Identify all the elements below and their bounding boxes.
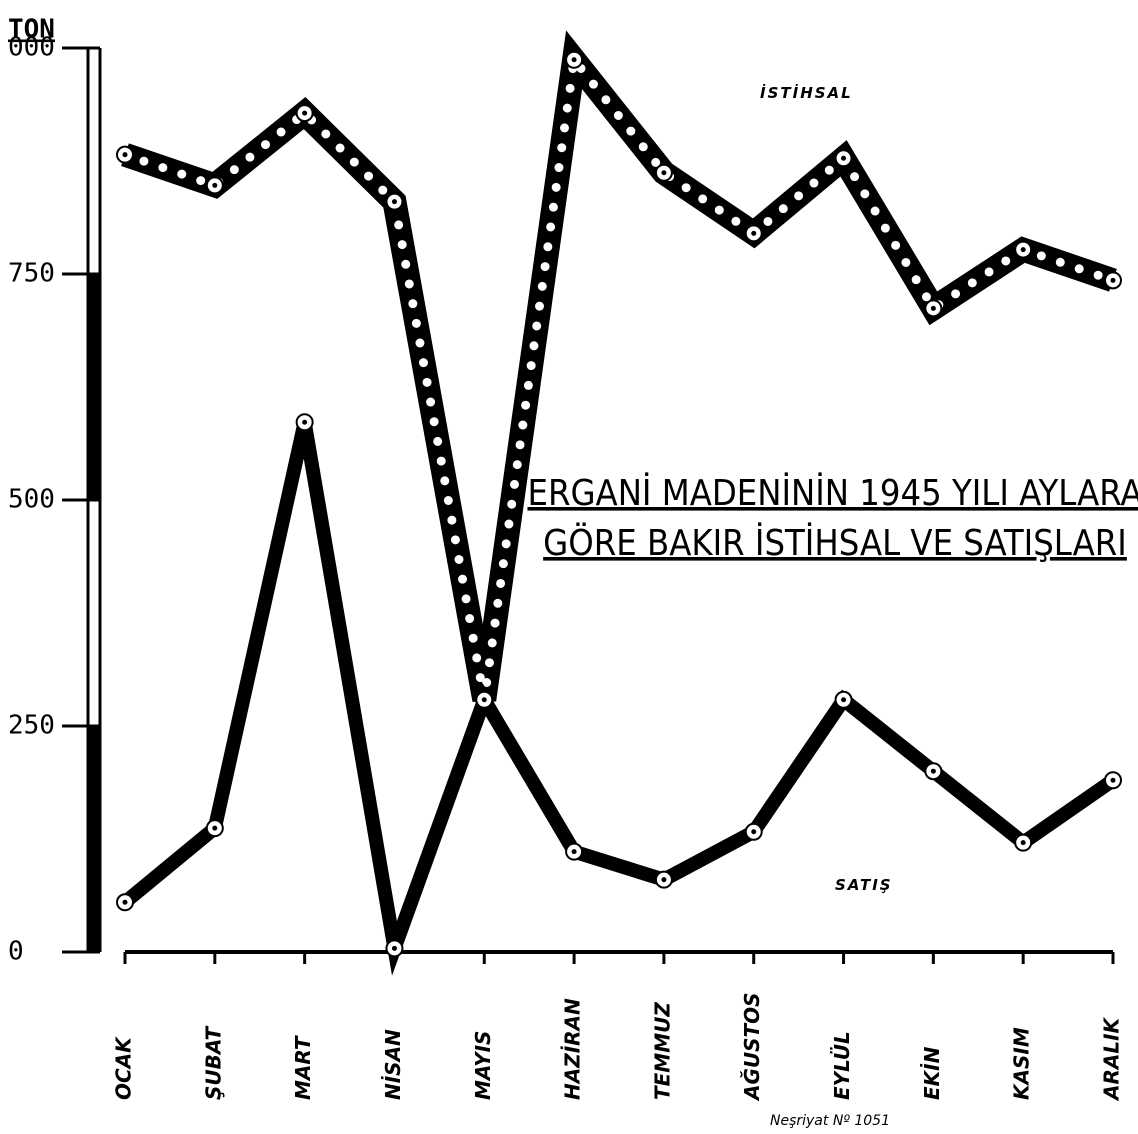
point-dot	[302, 419, 308, 425]
axis-band	[88, 726, 100, 952]
y-axis-label: TON	[8, 15, 55, 45]
point-dot	[571, 849, 577, 855]
point-dot	[751, 230, 757, 236]
series-line	[121, 30, 1117, 702]
point-dot	[841, 155, 847, 161]
axis-band	[88, 274, 100, 500]
point-dot	[481, 697, 487, 703]
note: Neşriyat Nº 1051	[770, 1113, 890, 1129]
point-dot	[930, 305, 936, 311]
x-tick-label: OCAK	[112, 1036, 136, 1100]
x-tick-label: EKİN	[920, 1046, 944, 1100]
x-tick-label: MAYIS	[471, 1031, 495, 1100]
point-dot	[391, 199, 397, 205]
x-tick-label: MART	[291, 1035, 315, 1100]
y-tick-label: 750	[8, 259, 55, 289]
chart-title: GÖRE BAKIR İSTİHSAL VE SATIŞLARI	[543, 522, 1127, 564]
series-line	[120, 420, 1117, 976]
point-dot	[1110, 277, 1116, 283]
point-dot	[1020, 247, 1026, 253]
x-tick-label: ARALIK	[1100, 1016, 1124, 1102]
y-tick-label: 500	[8, 485, 55, 515]
point-dot	[122, 152, 128, 158]
series-label: SATIŞ	[835, 876, 893, 894]
x-tick-label: ŞUBAT	[201, 1026, 225, 1100]
series-label: İSTİHSAL	[760, 83, 853, 102]
x-tick-label: TEMMUZ	[650, 1002, 674, 1100]
point-dot	[1020, 840, 1026, 846]
y-tick-label: 0	[8, 937, 24, 967]
point-dot	[661, 877, 667, 883]
point-dot	[1110, 777, 1116, 783]
point-dot	[571, 57, 577, 63]
y-tick-label: 250	[8, 711, 55, 741]
point-dot	[391, 945, 397, 951]
x-tick-label: EYLÜL	[830, 1031, 854, 1100]
point-dot	[661, 170, 667, 176]
point-dot	[302, 110, 308, 116]
x-tick-label: HAZİRAN	[561, 998, 585, 1100]
x-tick-label: AĞUSTOS	[740, 992, 764, 1102]
x-tick-label: KASIM	[1010, 1027, 1034, 1100]
y-tick-label: 000	[8, 33, 55, 63]
point-dot	[841, 697, 847, 703]
chart-title: ERGANİ MADENİNİN 1945 YILI AYLARA	[527, 472, 1138, 514]
line-pattern	[120, 48, 1118, 701]
point-dot	[212, 182, 218, 188]
x-tick-label: NİSAN	[381, 1029, 405, 1100]
point-dot	[212, 825, 218, 831]
point-dot	[122, 899, 128, 905]
point-dot	[751, 829, 757, 835]
point-dot	[930, 768, 936, 774]
